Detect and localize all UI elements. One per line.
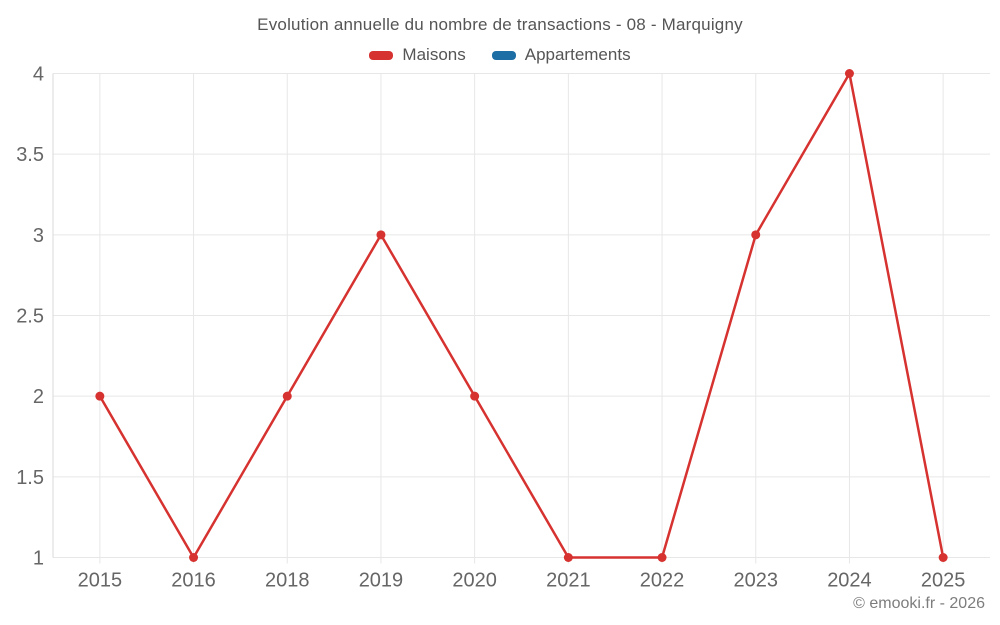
legend-item-appartements[interactable]: Appartements [491, 45, 631, 65]
x-axis-tick-label: 2025 [921, 570, 966, 592]
x-axis-tick-label: 2018 [265, 570, 310, 592]
y-axis-tick-label: 1.5 [16, 467, 44, 489]
x-axis-tick-label: 2024 [827, 570, 872, 592]
data-point-marker [282, 391, 292, 401]
legend-item-maisons[interactable]: Maisons [369, 45, 466, 65]
series-line-maisons [98, 72, 945, 559]
y-axis-tick-label: 2 [33, 386, 44, 408]
x-axis-tick-label: 2022 [640, 570, 685, 592]
x-axis-tick-label: 2023 [734, 570, 779, 592]
data-point-marker [189, 553, 199, 562]
data-point-marker [751, 230, 761, 240]
x-axis-tick-label: 2015 [78, 570, 123, 592]
copyright-text: © emooki.fr - 2026 [853, 595, 985, 612]
y-axis-tick-label: 3 [33, 225, 44, 247]
data-point-marker [938, 553, 948, 562]
data-point-marker [470, 391, 480, 401]
x-axis-tick-label: 2021 [546, 570, 591, 592]
data-point-marker [657, 553, 667, 562]
y-axis-tick-label: 3.5 [16, 144, 44, 166]
y-axis-tick-label: 1 [33, 548, 44, 570]
x-axis-tick-label: 2016 [171, 570, 216, 592]
legend-label-appartements: Appartements [524, 45, 631, 64]
data-point-marker [563, 553, 573, 562]
data-point-marker [844, 69, 854, 78]
y-axis-tick-label: 2.5 [16, 306, 44, 328]
chart-title: Evolution annuelle du nombre de transact… [257, 15, 743, 34]
chart-legend: Maisons Appartements [0, 45, 1000, 65]
x-axis-tick-label: 2020 [452, 570, 497, 592]
y-axis-tick-label: 4 [33, 64, 44, 86]
legend-swatch-appartements-icon [491, 50, 516, 60]
legend-swatch-maisons-icon [369, 50, 394, 60]
data-point-marker [95, 391, 105, 401]
legend-label-maisons: Maisons [402, 45, 466, 64]
x-axis-tick-label: 2019 [359, 570, 404, 592]
data-point-marker [376, 230, 386, 240]
